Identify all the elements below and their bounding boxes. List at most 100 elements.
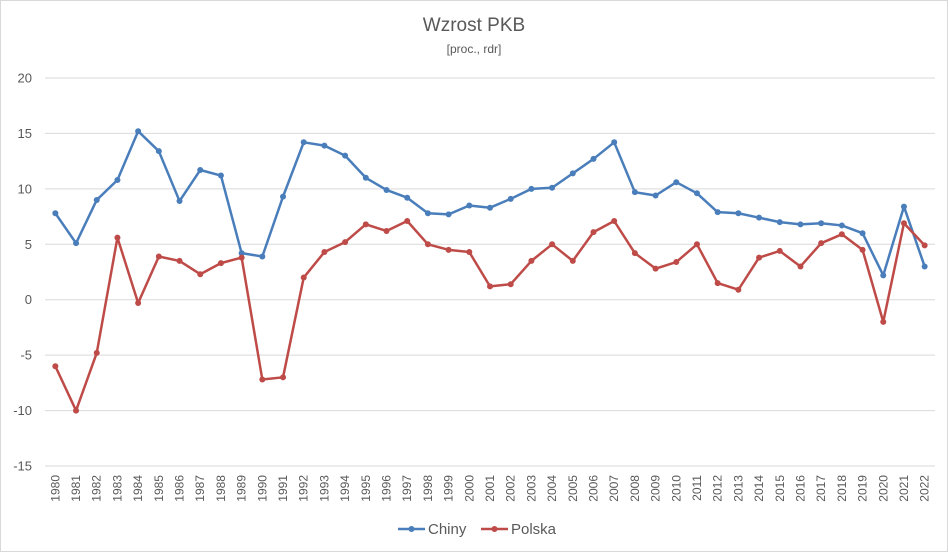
data-point [611, 139, 618, 146]
data-point [735, 286, 742, 293]
data-point [838, 231, 845, 238]
data-point [797, 263, 804, 270]
x-axis-ticks: 1980 1981 1982 1983 1984 1985 1986 1987 1988 1989… [48, 475, 931, 502]
x-tick-label: 2017 [814, 475, 828, 502]
data-point [652, 265, 659, 272]
data-point [445, 211, 452, 218]
x-tick-label: 1992 [297, 475, 311, 502]
data-point [52, 210, 59, 217]
data-point [631, 250, 638, 257]
x-tick-label: 2012 [711, 475, 725, 502]
data-point [631, 189, 638, 196]
x-tick-label: 2016 [793, 475, 807, 502]
x-tick-label: 2000 [462, 475, 476, 502]
data-point [217, 172, 224, 179]
x-tick-label: 2018 [835, 475, 849, 502]
data-point [859, 246, 866, 253]
y-tick-label: 5 [25, 237, 32, 252]
x-tick-label: 2001 [483, 475, 497, 502]
x-tick-label: 2008 [628, 475, 642, 502]
data-point [880, 272, 887, 279]
data-point [693, 241, 700, 248]
x-tick-label: 2020 [876, 475, 890, 502]
y-tick-label: 15 [18, 126, 32, 141]
data-point [818, 240, 825, 247]
data-point [176, 198, 183, 205]
legend-marker [491, 526, 498, 532]
x-tick-label: 2022 [918, 475, 932, 502]
x-tick-label: 1987 [193, 475, 207, 502]
data-point [155, 148, 162, 155]
x-tick-label: 1986 [173, 475, 187, 502]
data-point [549, 184, 556, 191]
data-point [404, 218, 411, 225]
data-point [445, 246, 452, 253]
data-point [466, 202, 473, 209]
data-point [693, 190, 700, 197]
data-point [342, 152, 349, 159]
legend-item: Polska [481, 521, 557, 538]
data-point [549, 241, 556, 248]
data-point [466, 249, 473, 256]
x-tick-label: 1988 [214, 475, 228, 502]
data-point [73, 240, 80, 247]
series-line [54, 219, 926, 412]
x-tick-label: 2011 [690, 475, 704, 501]
data-point [507, 281, 514, 288]
x-tick-label: 2010 [669, 475, 683, 502]
x-tick-label: 2003 [524, 475, 538, 502]
x-tick-label: 2006 [586, 475, 600, 502]
x-tick-label: 1990 [255, 475, 269, 502]
x-tick-label: 1999 [442, 475, 456, 502]
x-tick-label: 1989 [235, 475, 249, 502]
chart-title: Wzrost PKB [423, 15, 525, 36]
x-tick-label: 1995 [359, 475, 373, 502]
x-tick-label: 1983 [110, 475, 124, 502]
data-point [756, 214, 763, 221]
legend: Chiny Polska [398, 521, 557, 538]
data-point [404, 194, 411, 201]
legend-label: Chiny [428, 521, 467, 538]
data-point [52, 363, 59, 370]
data-point [528, 257, 535, 264]
data-point [73, 407, 80, 414]
data-point [93, 349, 100, 356]
x-tick-label: 1996 [380, 475, 394, 502]
x-tick-label: 1981 [69, 475, 83, 502]
data-point [300, 139, 307, 146]
data-point [921, 242, 928, 249]
x-tick-label: 2004 [545, 475, 559, 502]
data-point [342, 239, 349, 246]
data-point [93, 196, 100, 203]
data-point [362, 221, 369, 228]
data-point [300, 274, 307, 281]
data-point [217, 260, 224, 267]
data-point [259, 376, 266, 383]
data-point [797, 221, 804, 228]
series-line [54, 129, 926, 277]
series-lines [52, 128, 928, 414]
legend-marker [408, 526, 415, 532]
data-point [114, 234, 121, 241]
y-tick-label: -5 [20, 348, 32, 363]
data-point [424, 241, 431, 248]
data-point [673, 179, 680, 186]
data-point [280, 193, 287, 200]
data-point [487, 283, 493, 290]
x-tick-label: 2002 [504, 475, 518, 502]
x-tick-label: 2015 [773, 475, 787, 502]
data-point [238, 254, 245, 261]
data-point [673, 259, 680, 266]
x-tick-label: 1998 [421, 475, 435, 502]
data-point [880, 318, 887, 325]
data-point [735, 210, 742, 217]
data-point [776, 219, 783, 226]
y-tick-label: 10 [18, 181, 32, 196]
data-point [590, 155, 597, 162]
data-point [900, 220, 907, 227]
data-point [569, 257, 576, 264]
data-point [197, 167, 204, 174]
x-tick-label: 1991 [276, 475, 290, 502]
